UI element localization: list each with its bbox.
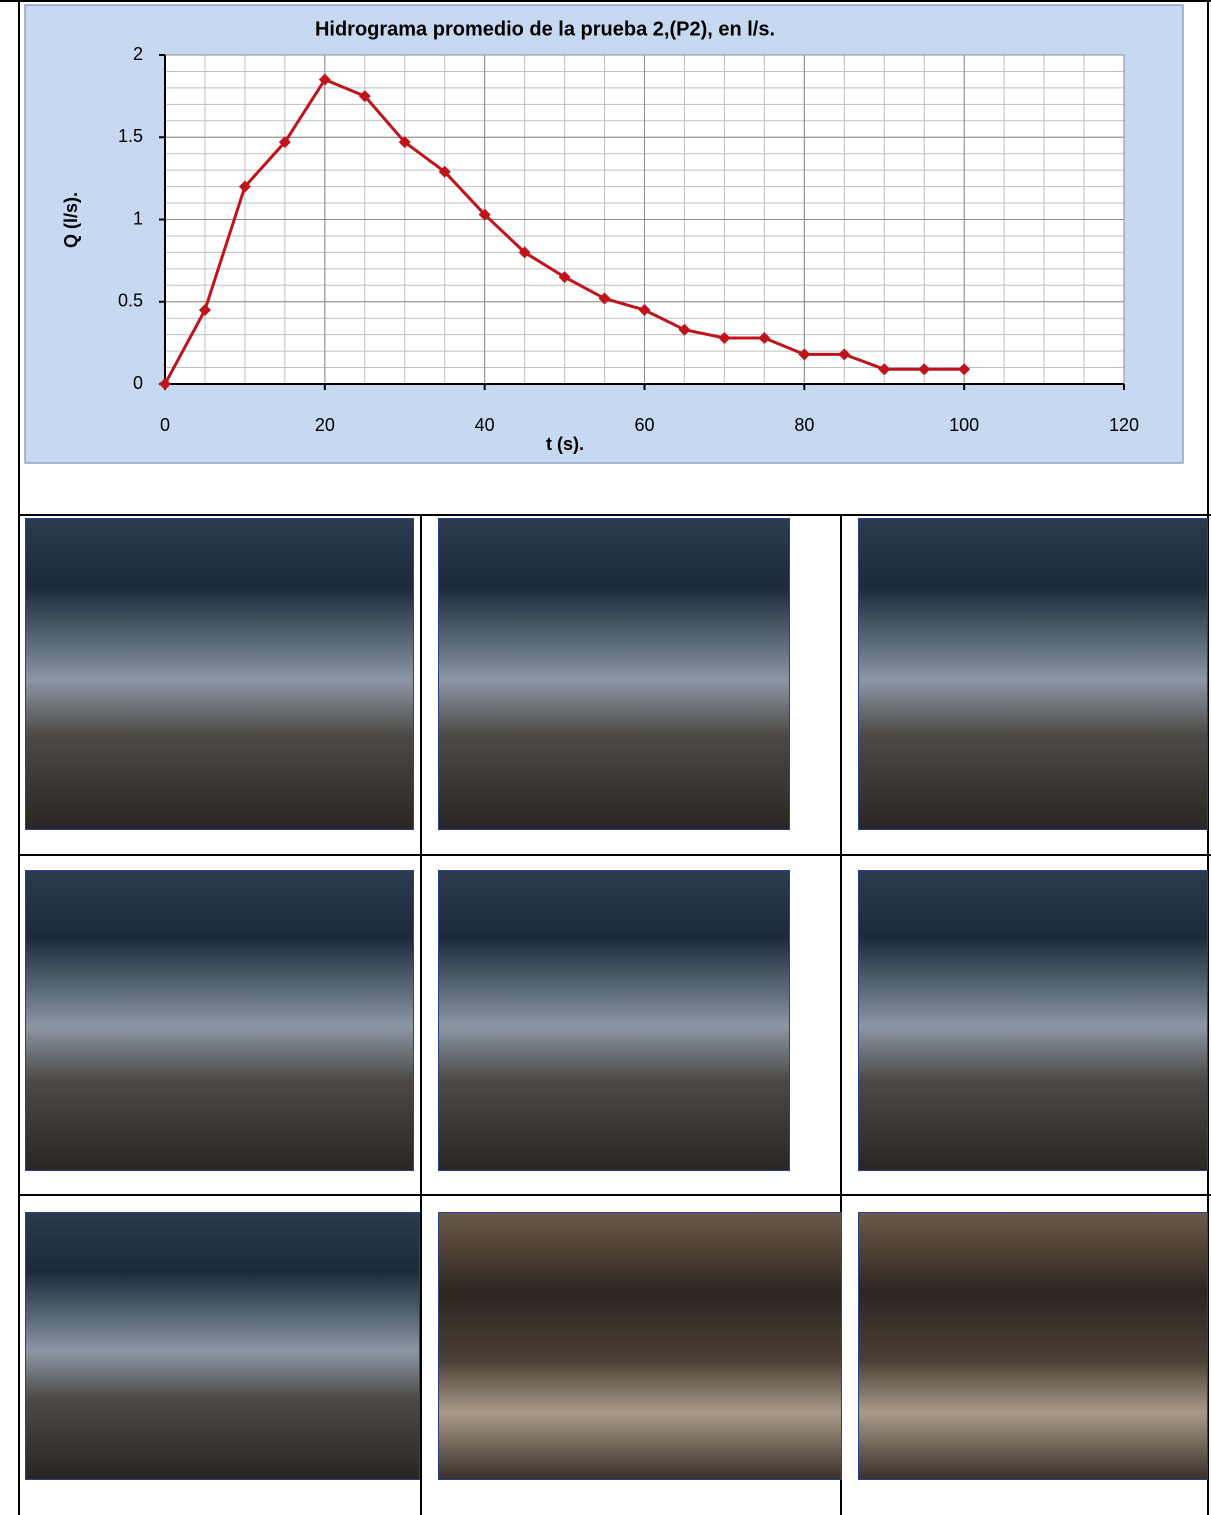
x-tick-label: 40 <box>475 415 495 435</box>
photo <box>25 870 414 1171</box>
photo <box>25 1212 420 1480</box>
table-border <box>18 1194 1211 1196</box>
photo <box>25 518 414 830</box>
x-tick-label: 120 <box>1109 415 1139 435</box>
x-axis-label: t (s). <box>546 434 584 454</box>
page: Hidrograma promedio de la prueba 2,(P2),… <box>0 0 1211 1515</box>
table-border <box>18 854 1211 856</box>
y-tick-label: 0 <box>133 373 143 393</box>
y-tick-label: 0.5 <box>118 291 143 311</box>
photo <box>858 518 1208 830</box>
photo <box>858 870 1208 1171</box>
photo <box>438 1212 842 1480</box>
y-tick-label: 1.5 <box>118 126 143 146</box>
table-border <box>420 514 422 1515</box>
chart-title: Hidrograma promedio de la prueba 2,(P2),… <box>315 18 775 40</box>
photo <box>438 870 790 1171</box>
x-tick-label: 80 <box>794 415 814 435</box>
chart: Hidrograma promedio de la prueba 2,(P2),… <box>0 0 1211 470</box>
x-tick-label: 60 <box>634 415 654 435</box>
photo <box>438 518 790 830</box>
x-tick-label: 100 <box>949 415 979 435</box>
y-tick-label: 2 <box>133 44 143 64</box>
y-axis-label: Q (l/s). <box>61 192 81 248</box>
x-tick-label: 20 <box>315 415 335 435</box>
y-tick-label: 1 <box>133 208 143 228</box>
photo <box>858 1212 1208 1480</box>
x-tick-label: 0 <box>160 415 170 435</box>
table-border <box>18 514 1211 516</box>
